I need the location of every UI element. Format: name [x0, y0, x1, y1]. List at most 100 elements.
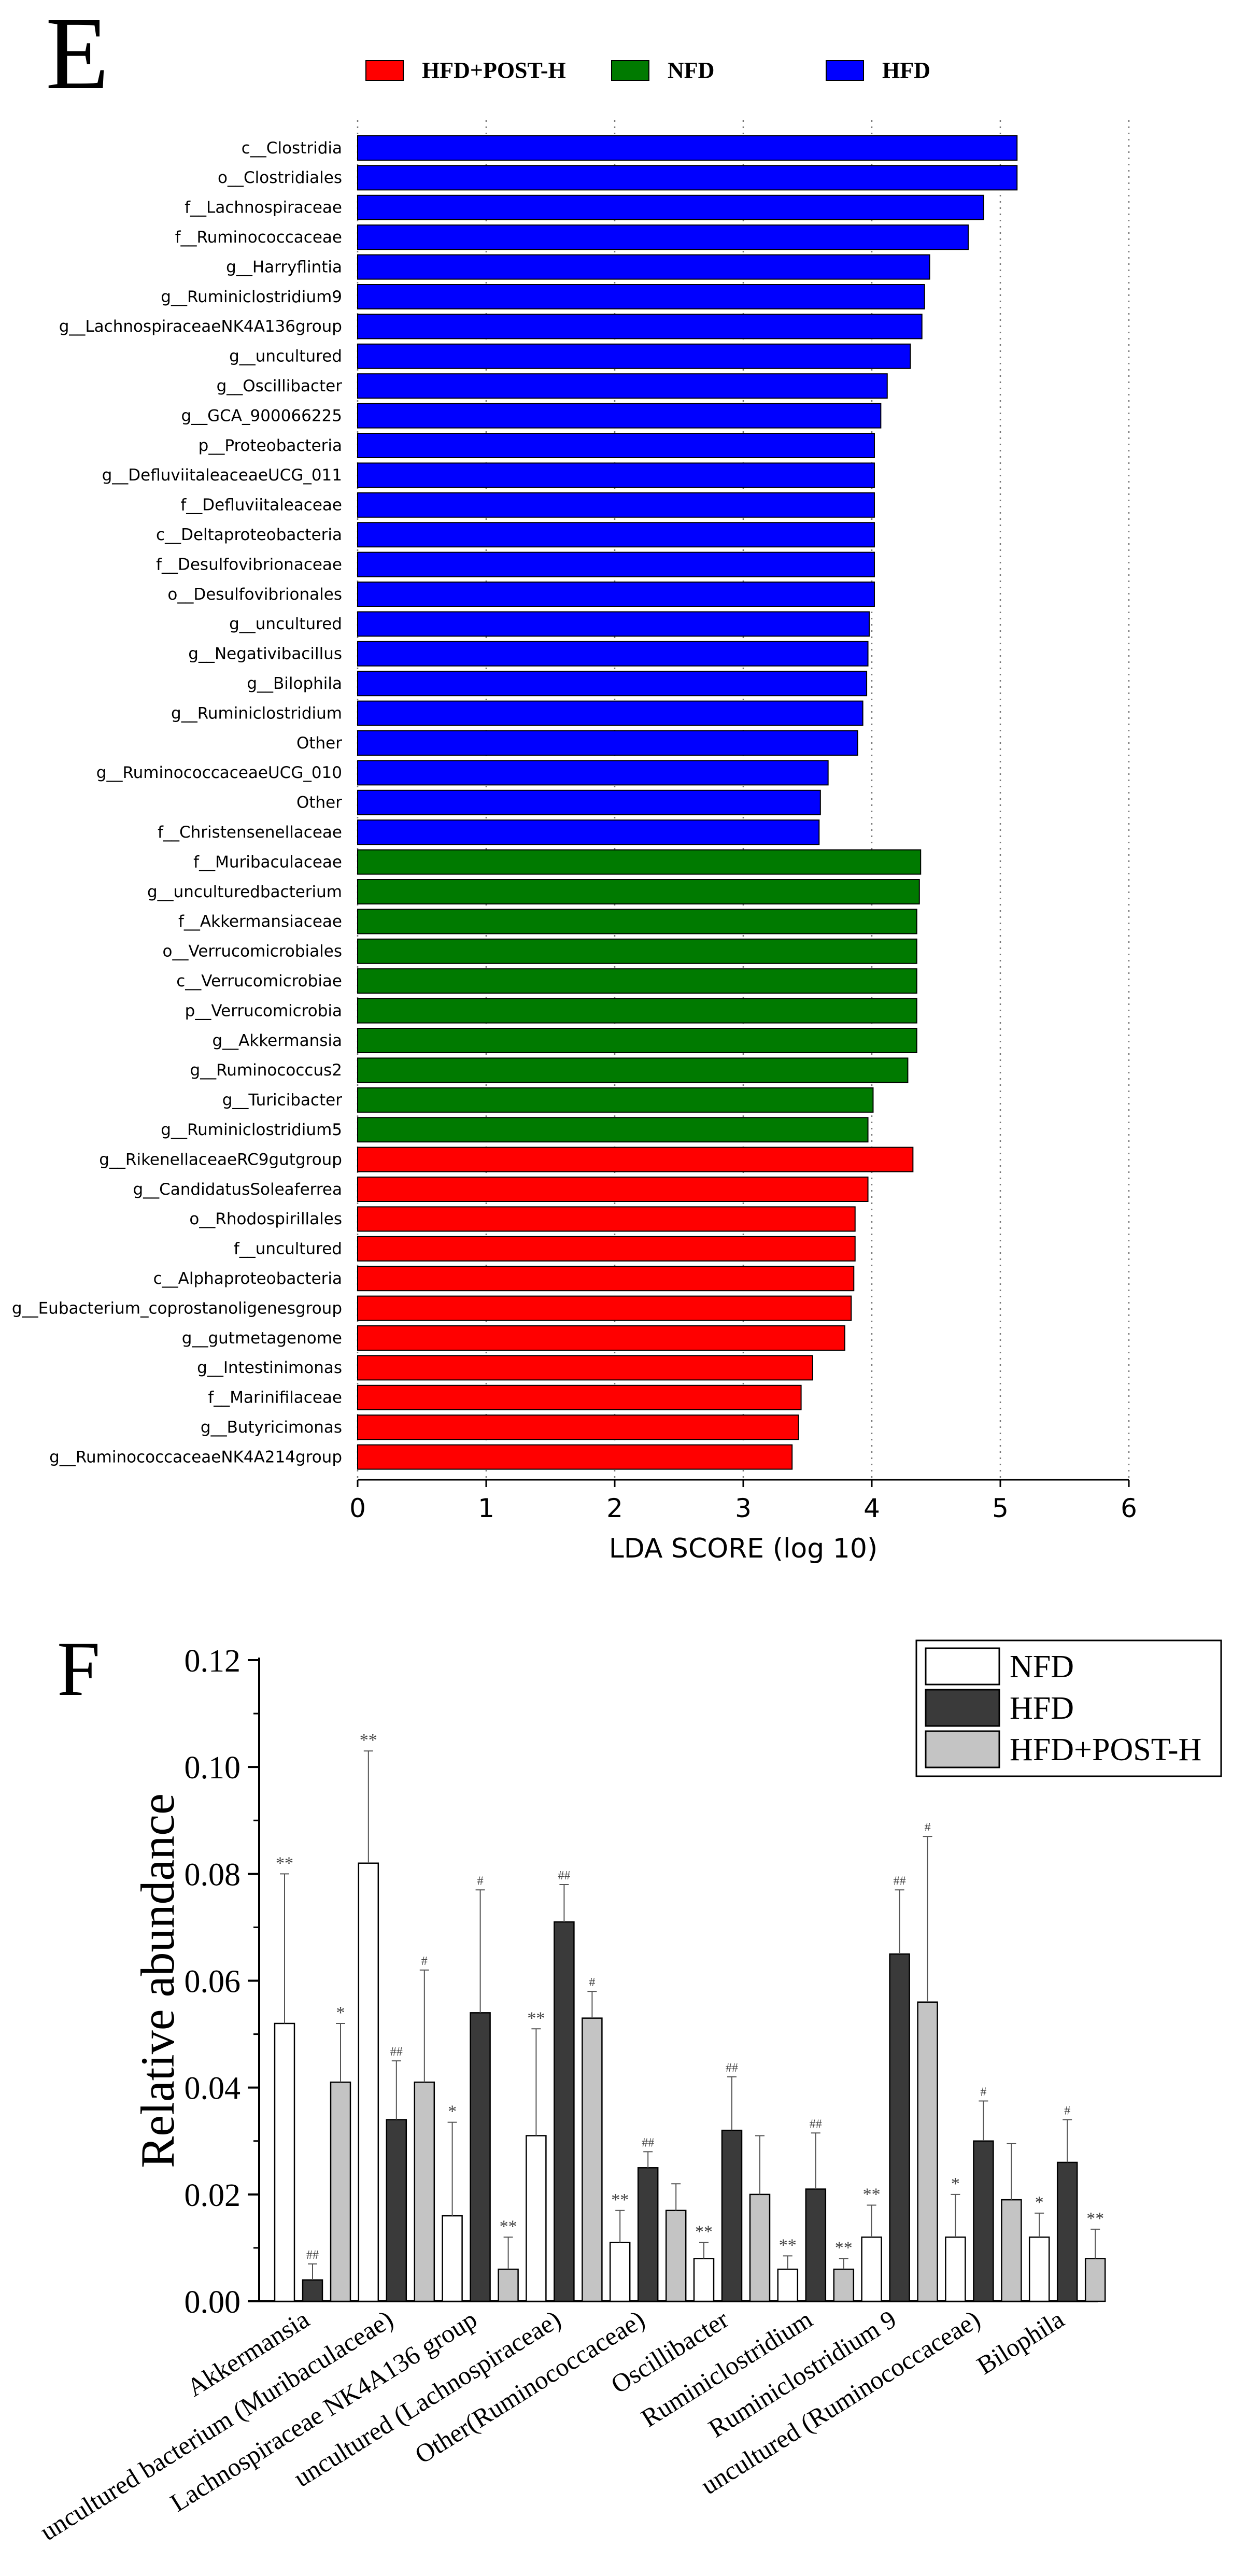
lda-bar [357, 1295, 852, 1321]
lda-x-tick-label: 3 [735, 1493, 752, 1523]
lda-bar-label: g__Harryflintia [226, 258, 342, 276]
significance-mark: ## [894, 1874, 906, 1888]
lda-bar [357, 224, 969, 250]
lda-bar [357, 492, 875, 518]
lda-bar [357, 879, 920, 904]
lda-bar [357, 611, 870, 637]
lda-bar-label: o__Clostridiales [218, 168, 342, 187]
abundance-bar [386, 2119, 407, 2302]
abundance-category-label: Bilophila [972, 2304, 1069, 2380]
significance-mark: ** [276, 1853, 293, 1873]
significance-mark: ** [779, 2235, 797, 2255]
abundance-bar [582, 2017, 603, 2302]
abundance-bar [554, 1921, 575, 2302]
lda-bar-label: Other [296, 794, 342, 812]
lda-bar-label: o__Verrucomicrobiales [163, 942, 342, 961]
lda-bar-label: f__Lachnospiraceae [185, 199, 342, 217]
lda-bar [357, 284, 925, 309]
abundance-bar [777, 2268, 799, 2302]
lda-bar-label: g__unculturedbacterium [147, 883, 342, 901]
significance-mark: # [925, 1821, 931, 1834]
abundance-bar [442, 2215, 463, 2302]
lda-bar-label: f__Desulfovibrionaceae [156, 555, 342, 574]
lda-bar-label: g__Ruminiclostridium5 [161, 1121, 342, 1139]
significance-mark: ## [306, 2248, 319, 2262]
lda-bar-label: f__Christensenellaceae [158, 823, 342, 842]
abundance-bar [693, 2258, 715, 2302]
significance-mark: * [951, 2174, 960, 2193]
lda-bar [357, 819, 820, 845]
significance-mark: # [980, 2085, 986, 2099]
significance-mark: ** [500, 2217, 517, 2236]
lda-legend-label: HFD [882, 58, 930, 83]
lda-bar-label: g__uncultured [229, 615, 342, 633]
lda-bar [357, 760, 829, 786]
lda-bar-label: g__Butyricimonas [201, 1418, 342, 1437]
lda-bar [357, 551, 875, 577]
lda-legend-swatch [365, 60, 404, 81]
lda-x-tick-label: 6 [1121, 1493, 1137, 1523]
lda-bar-label: f__uncultured [234, 1240, 342, 1258]
lda-bar-label: f__Marinifilaceae [208, 1389, 342, 1407]
abundance-bar [665, 2210, 687, 2302]
abundance-bar [302, 2279, 323, 2302]
abundance-bar [1028, 2237, 1050, 2302]
significance-mark: * [1035, 2193, 1044, 2212]
lda-bar [357, 1087, 874, 1113]
lda-bar [357, 165, 1018, 191]
lda-bar-label: o__Desulfovibrionales [167, 585, 342, 604]
lda-bar [357, 730, 858, 756]
lda-bar [357, 1028, 917, 1053]
lda-bar [357, 671, 868, 697]
abundance-y-axis-title: Relative abundance [131, 1793, 184, 2168]
abundance-bar [637, 2167, 659, 2302]
significance-mark: ## [726, 2061, 738, 2075]
abundance-legend-swatch [925, 1647, 1000, 1686]
significance-mark: ## [558, 1869, 570, 1883]
abundance-error-bars [280, 1750, 1100, 2280]
significance-marks: **##***###*#****###**##**##**##****###*#… [276, 1731, 1104, 2262]
abundance-bar [889, 1953, 910, 2302]
lda-bar [357, 194, 984, 220]
lda-bar [357, 582, 875, 607]
abundance-bar [274, 2022, 295, 2302]
significance-mark: ## [642, 2136, 654, 2149]
abundance-bar [498, 2268, 519, 2302]
lda-bar [357, 1177, 869, 1202]
lda-bar-label: c__Deltaproteobacteria [156, 526, 342, 544]
abundance-legend-label: NFD [1010, 1649, 1074, 1685]
abundance-bar [526, 2135, 547, 2302]
lda-bar-label: g__Ruminiclostridium9 [161, 288, 342, 306]
lda-bar-label: g__RuminococcaceaeUCG_010 [96, 763, 342, 782]
lda-bar [357, 314, 923, 339]
lda-bars [357, 135, 1018, 1470]
abundance-legend-label: HFD [1010, 1691, 1074, 1726]
lda-x-tick-label: 2 [606, 1493, 623, 1523]
abundance-legend-label: HFD+POST-H [1010, 1732, 1201, 1767]
lda-bar [357, 433, 875, 458]
significance-mark: # [477, 1874, 484, 1888]
abundance-bar [470, 2012, 491, 2302]
lda-bar-label: p__Proteobacteria [199, 436, 342, 455]
lda-bar [357, 135, 1018, 161]
lda-x-tick-label: 0 [349, 1493, 366, 1523]
lda-bar [357, 1444, 793, 1470]
abundance-bar [861, 2237, 882, 2302]
abundance-bar [945, 2237, 966, 2302]
lda-bar-label: g__Eubacterium_coprostanoligenesgroup [12, 1299, 342, 1318]
abundance-bar [1001, 2199, 1022, 2302]
significance-mark: ## [810, 2117, 822, 2131]
lda-bar-label: f__Defluviitaleaceae [180, 496, 342, 515]
lda-x-axis: 0 1 2 3 4 5 6 [349, 1479, 1137, 1523]
lda-bar-label: Other [296, 734, 342, 753]
abundance-y-tick-label: 0.02 [185, 2178, 241, 2213]
lda-bar-label: g__CandidatusSoleaferrea [133, 1180, 342, 1199]
lda-bar-label: g__RikenellaceaeRC9gutgroup [99, 1150, 342, 1169]
lda-bar-label: g__Akkermansia [212, 1031, 342, 1050]
lda-bar-label: p__Verrucomicrobia [185, 1001, 342, 1020]
abundance-legend: NFD HFD HFD+POST-H [915, 1639, 1222, 1777]
significance-mark: ** [611, 2190, 629, 2210]
significance-mark: # [421, 1955, 428, 1968]
